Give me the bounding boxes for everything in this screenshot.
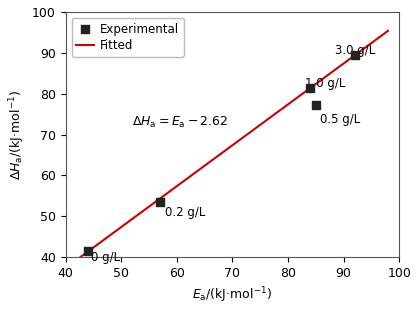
Text: 1.0 g/L: 1.0 g/L — [305, 76, 345, 90]
Text: 3.0 g/L: 3.0 g/L — [335, 44, 375, 57]
X-axis label: $E_{\mathrm{a}}$/(kJ·mol$^{-1}$): $E_{\mathrm{a}}$/(kJ·mol$^{-1}$) — [192, 285, 273, 305]
Fitted — [83, 252, 88, 256]
Fitted — [123, 222, 128, 226]
Fitted — [149, 203, 154, 207]
Experimental — [307, 85, 314, 90]
Fitted — [63, 266, 68, 270]
Text: 0.2 g/L: 0.2 g/L — [165, 206, 205, 219]
Experimental — [312, 102, 319, 107]
Text: 0.5 g/L: 0.5 g/L — [320, 113, 360, 125]
Line: Fitted: Fitted — [66, 31, 388, 268]
Text: 0 g/L: 0 g/L — [91, 251, 120, 264]
Fitted — [385, 29, 390, 33]
Experimental — [157, 199, 163, 204]
Legend: Experimental, Fitted: Experimental, Fitted — [71, 18, 184, 57]
Text: $\Delta H_{\mathrm{a}}=E_{\mathrm{a}}-2.62$: $\Delta H_{\mathrm{a}}=E_{\mathrm{a}}-2.… — [133, 115, 229, 130]
Fitted — [76, 256, 81, 260]
Y-axis label: Δ$H_{\mathrm{a}}$/(kJ·mol$^{-1}$): Δ$H_{\mathrm{a}}$/(kJ·mol$^{-1}$) — [7, 90, 27, 180]
Fitted — [369, 41, 374, 45]
Experimental — [84, 249, 91, 254]
Fitted — [358, 49, 363, 53]
Experimental — [351, 53, 358, 58]
